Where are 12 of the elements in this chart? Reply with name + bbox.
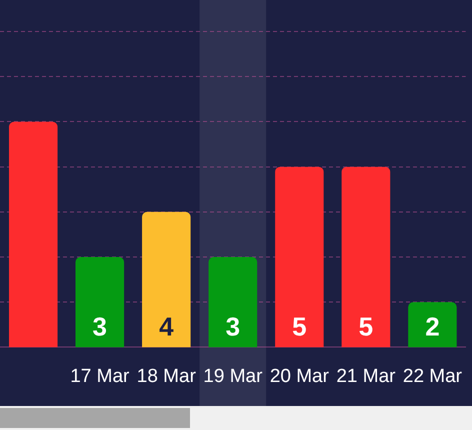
x-tick-label: 19 Mar [203,366,264,387]
data-label: 5 [358,311,374,342]
x-tick-label: 22 Mar [402,366,463,387]
x-tick-label: 17 Mar [70,366,130,387]
x-tick-label: 21 Mar [336,366,396,387]
data-label: 3 [92,311,108,342]
data-label: 4 [159,311,174,342]
data-label: 2 [425,311,440,342]
data-label: 5 [292,311,307,342]
data-label: 3 [226,311,240,342]
x-tick-label: 20 Mar [270,366,330,387]
x-tick-label: 18 Mar [136,366,197,387]
